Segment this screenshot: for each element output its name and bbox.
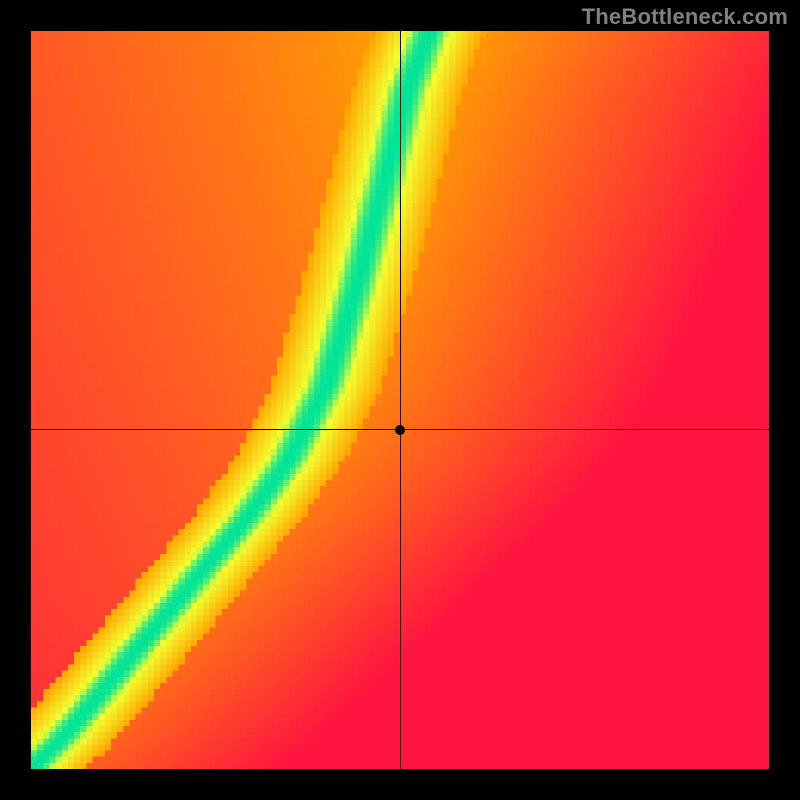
watermark-text: TheBottleneck.com [582, 4, 788, 30]
crosshair-marker [395, 425, 405, 435]
crosshair-vertical [400, 31, 401, 769]
chart-container: TheBottleneck.com [0, 0, 800, 800]
